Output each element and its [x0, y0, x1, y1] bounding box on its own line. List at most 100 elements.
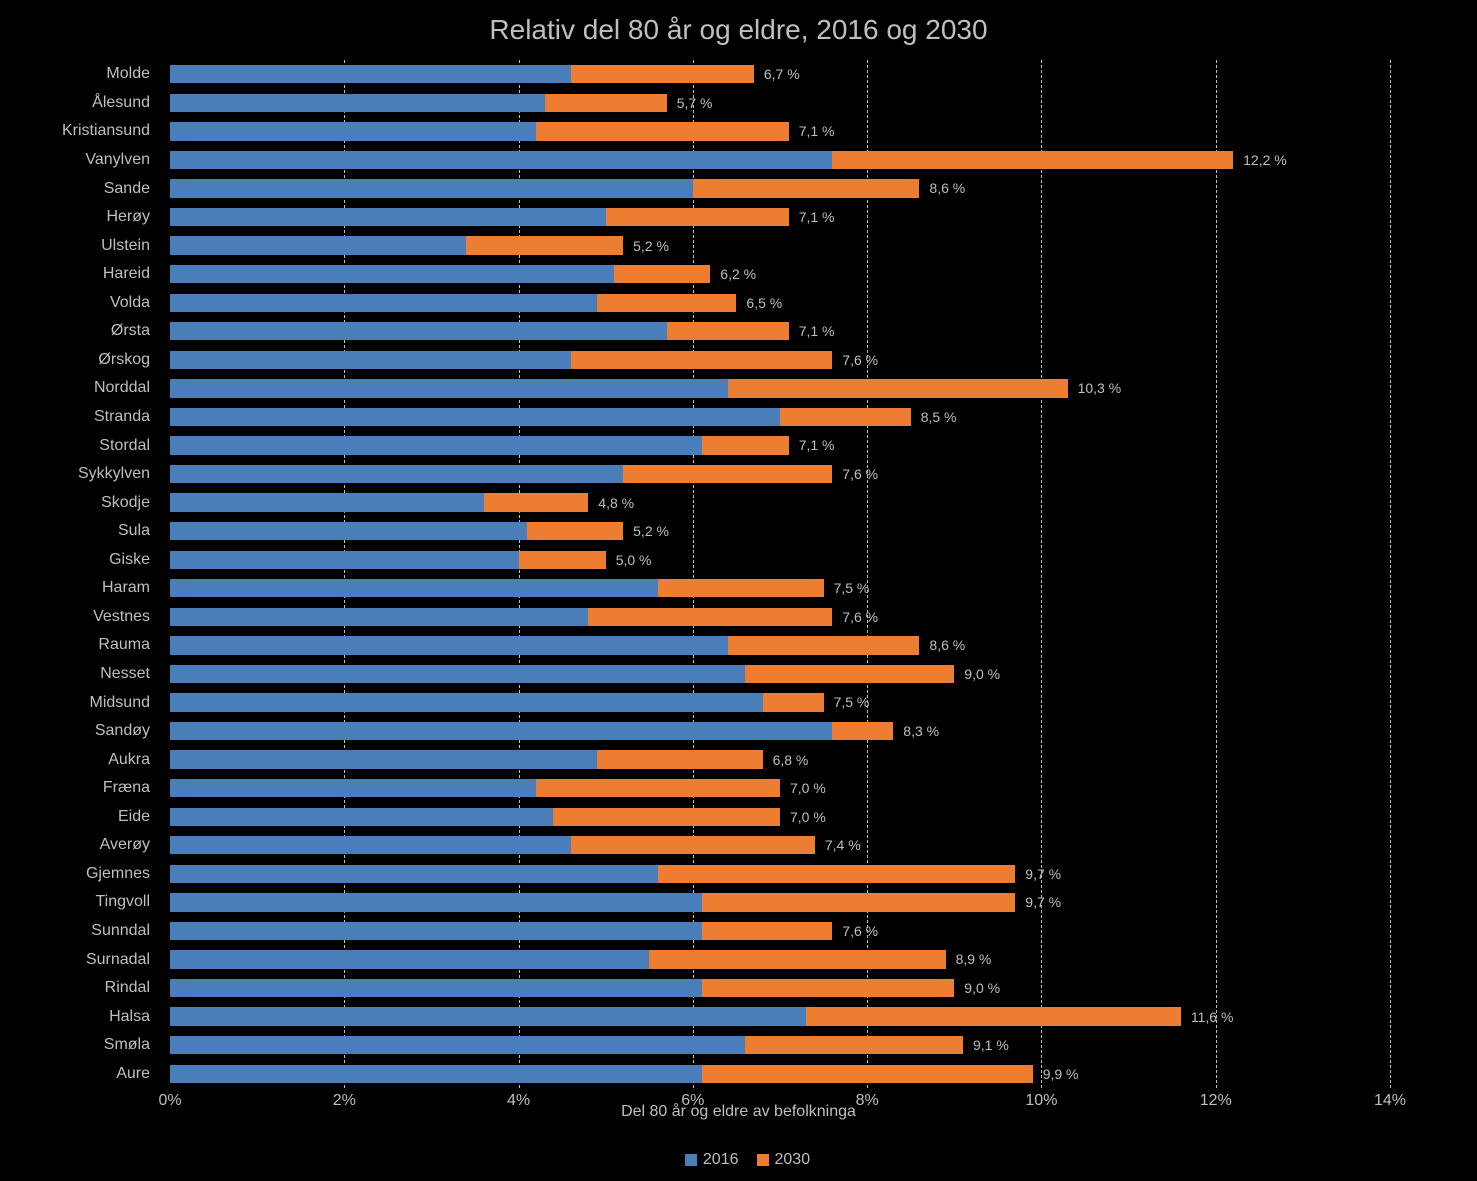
bar-value-label: 11,6 %: [1191, 1009, 1234, 1025]
bar-segment-v2016: [170, 893, 702, 911]
bar-segment-v2016: [170, 950, 649, 968]
category-label: Halsa: [109, 1008, 150, 1026]
bar-row: 9,1 %: [170, 1036, 1390, 1054]
category-label: Fræna: [103, 779, 150, 797]
bar-value-label: 7,6 %: [842, 609, 878, 625]
bar-segment-v2016: [170, 665, 745, 683]
bar-value-label: 8,9 %: [956, 951, 992, 967]
plot-area: 6,7 %5,7 %7,1 %12,2 %8,6 %7,1 %5,2 %6,2 …: [170, 60, 1390, 1088]
bar-segment-v2030_inc: [545, 94, 667, 112]
bar-segment-v2016: [170, 636, 728, 654]
bar-row: 9,7 %: [170, 893, 1390, 911]
bar-value-label: 9,9 %: [1043, 1066, 1079, 1082]
bar-value-label: 8,6 %: [929, 180, 965, 196]
bar-value-label: 9,1 %: [973, 1037, 1009, 1053]
category-label: Ulstein: [101, 237, 150, 255]
bar-value-label: 9,7 %: [1025, 866, 1061, 882]
bar-row: 7,6 %: [170, 922, 1390, 940]
category-label: Herøy: [106, 208, 150, 226]
bar-value-label: 10,3 %: [1078, 380, 1122, 396]
bar-row: 8,6 %: [170, 179, 1390, 197]
category-label: Sula: [118, 522, 150, 540]
bar-segment-v2016: [170, 1036, 745, 1054]
category-label: Molde: [106, 65, 150, 83]
x-tick-label: 4%: [507, 1092, 530, 1110]
bar-value-label: 5,2 %: [633, 238, 669, 254]
bar-row: 7,1 %: [170, 122, 1390, 140]
bar-row: 4,8 %: [170, 493, 1390, 511]
bar-segment-v2030_inc: [832, 722, 893, 740]
category-label: Ålesund: [92, 94, 150, 112]
bar-row: 7,1 %: [170, 208, 1390, 226]
category-label: Ørsta: [111, 322, 150, 340]
bar-segment-v2016: [170, 436, 702, 454]
bar-segment-v2016: [170, 465, 623, 483]
category-label: Nesset: [100, 665, 150, 683]
bar-segment-v2016: [170, 522, 527, 540]
bar-row: 5,0 %: [170, 551, 1390, 569]
bar-row: 7,4 %: [170, 836, 1390, 854]
bar-segment-v2030_inc: [536, 779, 780, 797]
bar-value-label: 7,1 %: [799, 437, 835, 453]
bar-segment-v2030_inc: [597, 750, 763, 768]
category-label: Surnadal: [86, 951, 150, 969]
category-label: Sunndal: [91, 922, 150, 940]
category-label: Volda: [110, 294, 150, 312]
bar-value-label: 8,6 %: [929, 637, 965, 653]
bar-row: 9,0 %: [170, 665, 1390, 683]
bar-segment-v2016: [170, 65, 571, 83]
bar-segment-v2030_inc: [571, 65, 754, 83]
bar-value-label: 6,7 %: [764, 66, 800, 82]
bar-value-label: 9,0 %: [964, 666, 1000, 682]
bar-segment-v2016: [170, 608, 588, 626]
bar-segment-v2030_inc: [623, 465, 832, 483]
bar-value-label: 6,2 %: [720, 266, 756, 282]
bar-row: 8,3 %: [170, 722, 1390, 740]
bar-segment-v2016: [170, 750, 597, 768]
bar-row: 9,7 %: [170, 865, 1390, 883]
bar-segment-v2030_inc: [597, 294, 736, 312]
category-axis: MoldeÅlesundKristiansundVanylvenSandeHer…: [0, 60, 160, 1088]
bar-value-label: 5,0 %: [616, 552, 652, 568]
bar-row: 6,5 %: [170, 294, 1390, 312]
legend: 20162030: [0, 1151, 1477, 1169]
bar-segment-v2016: [170, 808, 553, 826]
bar-value-label: 7,0 %: [790, 780, 826, 796]
category-label: Giske: [109, 551, 150, 569]
category-label: Norddal: [94, 379, 150, 397]
legend-swatch: [757, 1154, 769, 1166]
bar-segment-v2016: [170, 94, 545, 112]
bar-segment-v2016: [170, 865, 658, 883]
x-axis-label: Del 80 år og eldre av befolkninga: [0, 1103, 1477, 1121]
bar-segment-v2016: [170, 122, 536, 140]
bar-value-label: 7,6 %: [842, 352, 878, 368]
category-label: Rindal: [105, 979, 150, 997]
bar-segment-v2030_inc: [702, 979, 955, 997]
bar-segment-v2016: [170, 179, 693, 197]
bar-row: 7,1 %: [170, 322, 1390, 340]
x-tick-label: 14%: [1374, 1092, 1406, 1110]
x-tick-label: 8%: [856, 1092, 879, 1110]
bar-segment-v2030_inc: [606, 208, 789, 226]
bar-row: 7,0 %: [170, 779, 1390, 797]
category-label: Averøy: [100, 836, 150, 854]
bar-segment-v2016: [170, 493, 484, 511]
category-label: Eide: [118, 808, 150, 826]
bar-value-label: 9,0 %: [964, 980, 1000, 996]
bar-row: 6,7 %: [170, 65, 1390, 83]
legend-swatch: [685, 1154, 697, 1166]
bar-segment-v2016: [170, 236, 466, 254]
bar-segment-v2016: [170, 322, 667, 340]
bar-row: 7,5 %: [170, 579, 1390, 597]
bar-segment-v2030_inc: [745, 1036, 963, 1054]
bar-row: 8,5 %: [170, 408, 1390, 426]
bar-segment-v2030_inc: [527, 522, 623, 540]
category-label: Kristiansund: [62, 122, 150, 140]
bar-segment-v2030_inc: [553, 808, 780, 826]
category-label: Haram: [102, 579, 150, 597]
category-label: Stordal: [99, 437, 150, 455]
category-label: Stranda: [94, 408, 150, 426]
bar-segment-v2016: [170, 979, 702, 997]
bar-row: 7,6 %: [170, 351, 1390, 369]
category-label: Smøla: [104, 1036, 150, 1054]
